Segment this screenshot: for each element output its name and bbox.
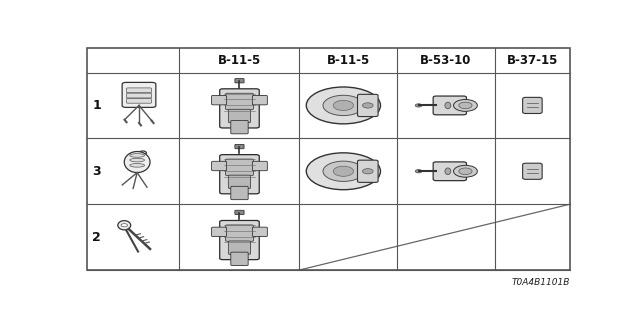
FancyBboxPatch shape <box>231 121 248 134</box>
Circle shape <box>323 161 364 181</box>
Ellipse shape <box>445 102 451 109</box>
Circle shape <box>323 95 364 116</box>
Circle shape <box>415 170 422 173</box>
Circle shape <box>333 100 353 110</box>
Text: 2: 2 <box>92 231 101 244</box>
FancyBboxPatch shape <box>225 159 253 176</box>
FancyBboxPatch shape <box>252 161 268 171</box>
FancyBboxPatch shape <box>225 93 253 110</box>
FancyBboxPatch shape <box>235 79 244 83</box>
Circle shape <box>454 100 477 111</box>
Circle shape <box>307 153 381 190</box>
FancyBboxPatch shape <box>122 82 156 108</box>
Circle shape <box>454 165 477 177</box>
FancyBboxPatch shape <box>127 99 152 103</box>
FancyBboxPatch shape <box>433 96 467 115</box>
Bar <box>88 48 570 270</box>
Ellipse shape <box>118 220 131 230</box>
Circle shape <box>459 168 472 174</box>
FancyBboxPatch shape <box>231 252 248 266</box>
FancyBboxPatch shape <box>127 93 152 98</box>
FancyBboxPatch shape <box>358 160 378 182</box>
Circle shape <box>307 87 381 124</box>
Text: 3: 3 <box>92 165 101 178</box>
Text: T0A4B1101B: T0A4B1101B <box>511 278 570 287</box>
Text: B-53-10: B-53-10 <box>420 54 472 67</box>
FancyBboxPatch shape <box>127 88 152 93</box>
FancyBboxPatch shape <box>252 95 268 105</box>
Ellipse shape <box>124 151 150 172</box>
FancyBboxPatch shape <box>231 186 248 200</box>
FancyBboxPatch shape <box>228 175 250 188</box>
Circle shape <box>121 224 127 227</box>
FancyBboxPatch shape <box>212 227 227 236</box>
FancyBboxPatch shape <box>523 97 542 114</box>
Circle shape <box>362 103 373 108</box>
FancyBboxPatch shape <box>212 95 227 105</box>
FancyBboxPatch shape <box>235 210 244 214</box>
Text: 1: 1 <box>92 99 101 112</box>
Text: B-11-5: B-11-5 <box>218 54 261 67</box>
FancyBboxPatch shape <box>433 162 467 181</box>
FancyBboxPatch shape <box>220 89 259 128</box>
Ellipse shape <box>130 164 145 167</box>
FancyBboxPatch shape <box>220 155 259 194</box>
Circle shape <box>362 169 373 174</box>
FancyBboxPatch shape <box>228 109 250 123</box>
Ellipse shape <box>130 158 145 162</box>
FancyBboxPatch shape <box>523 163 542 179</box>
FancyBboxPatch shape <box>228 241 250 254</box>
Circle shape <box>459 102 472 109</box>
FancyBboxPatch shape <box>212 161 227 171</box>
Circle shape <box>333 166 353 176</box>
Ellipse shape <box>445 168 451 174</box>
FancyBboxPatch shape <box>225 225 253 241</box>
Ellipse shape <box>130 154 145 157</box>
FancyBboxPatch shape <box>220 220 259 260</box>
Circle shape <box>415 104 422 107</box>
FancyBboxPatch shape <box>358 94 378 116</box>
Text: B-37-15: B-37-15 <box>507 54 558 67</box>
Text: B-11-5: B-11-5 <box>326 54 370 67</box>
FancyBboxPatch shape <box>252 227 268 236</box>
FancyBboxPatch shape <box>235 144 244 149</box>
